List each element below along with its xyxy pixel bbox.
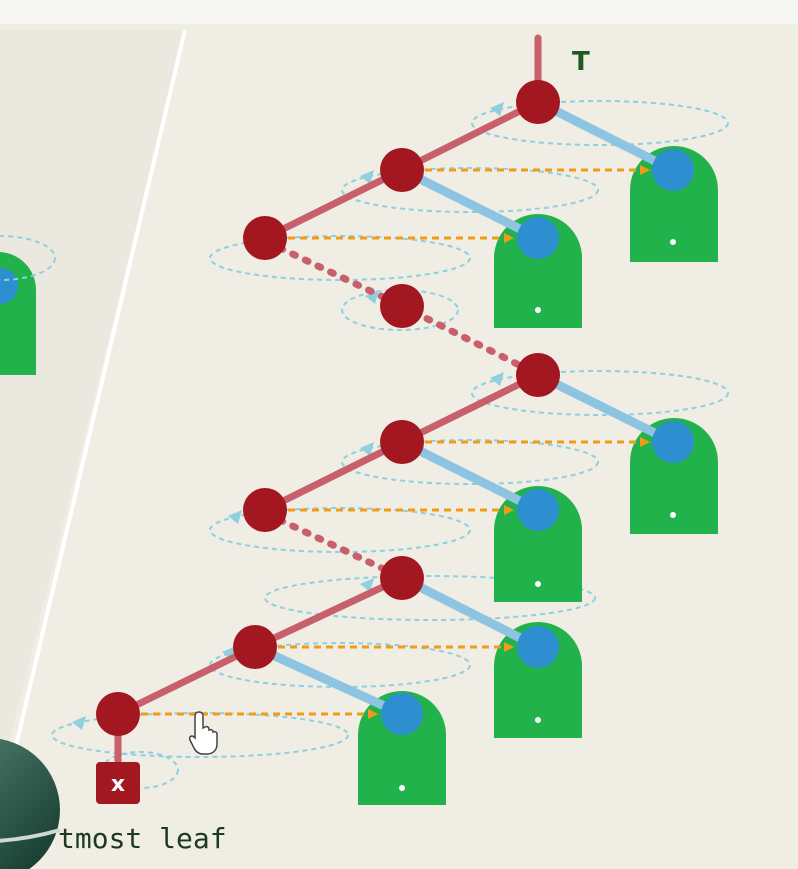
subtree-6 [358, 691, 446, 805]
spine-node [516, 353, 560, 397]
leaf-label: x [111, 772, 125, 797]
spine-nodes [96, 80, 560, 736]
spine-node [243, 488, 287, 532]
spine-node [233, 625, 277, 669]
right-child-node [517, 217, 559, 259]
subtrees [358, 146, 718, 805]
logo-ball [0, 739, 61, 869]
right-edges [250, 97, 678, 719]
spine-node [96, 692, 140, 736]
spine-node [380, 420, 424, 464]
subtree-5 [494, 622, 582, 738]
right-child-node [517, 626, 559, 668]
subtree-3 [630, 418, 718, 534]
cycle-paths [51, 100, 729, 789]
right-child-node [517, 489, 559, 531]
right-child-nodes [381, 149, 694, 735]
subtree-dots [399, 239, 676, 791]
spine-edges [114, 34, 542, 784]
subtree-1 [630, 146, 718, 262]
spine-node [516, 80, 560, 124]
top-bar [0, 0, 798, 24]
hand-cursor-icon [188, 711, 218, 755]
subtree-4 [494, 486, 582, 602]
link-arrows [141, 165, 650, 719]
right-child-node [652, 421, 694, 463]
leaf-node [96, 762, 140, 804]
panel-divider [13, 29, 187, 751]
spine-node [380, 556, 424, 600]
elided-paths [276, 244, 529, 576]
root-label: T [572, 47, 590, 77]
right-child-node [381, 693, 423, 735]
right-child-node [652, 149, 694, 191]
spine-node [380, 148, 424, 192]
left-partial-subtree [0, 235, 56, 375]
spine-node [243, 216, 287, 260]
spine-node [380, 284, 424, 328]
caption-text: tmost leaf [58, 822, 227, 855]
subtree-2 [494, 214, 582, 328]
